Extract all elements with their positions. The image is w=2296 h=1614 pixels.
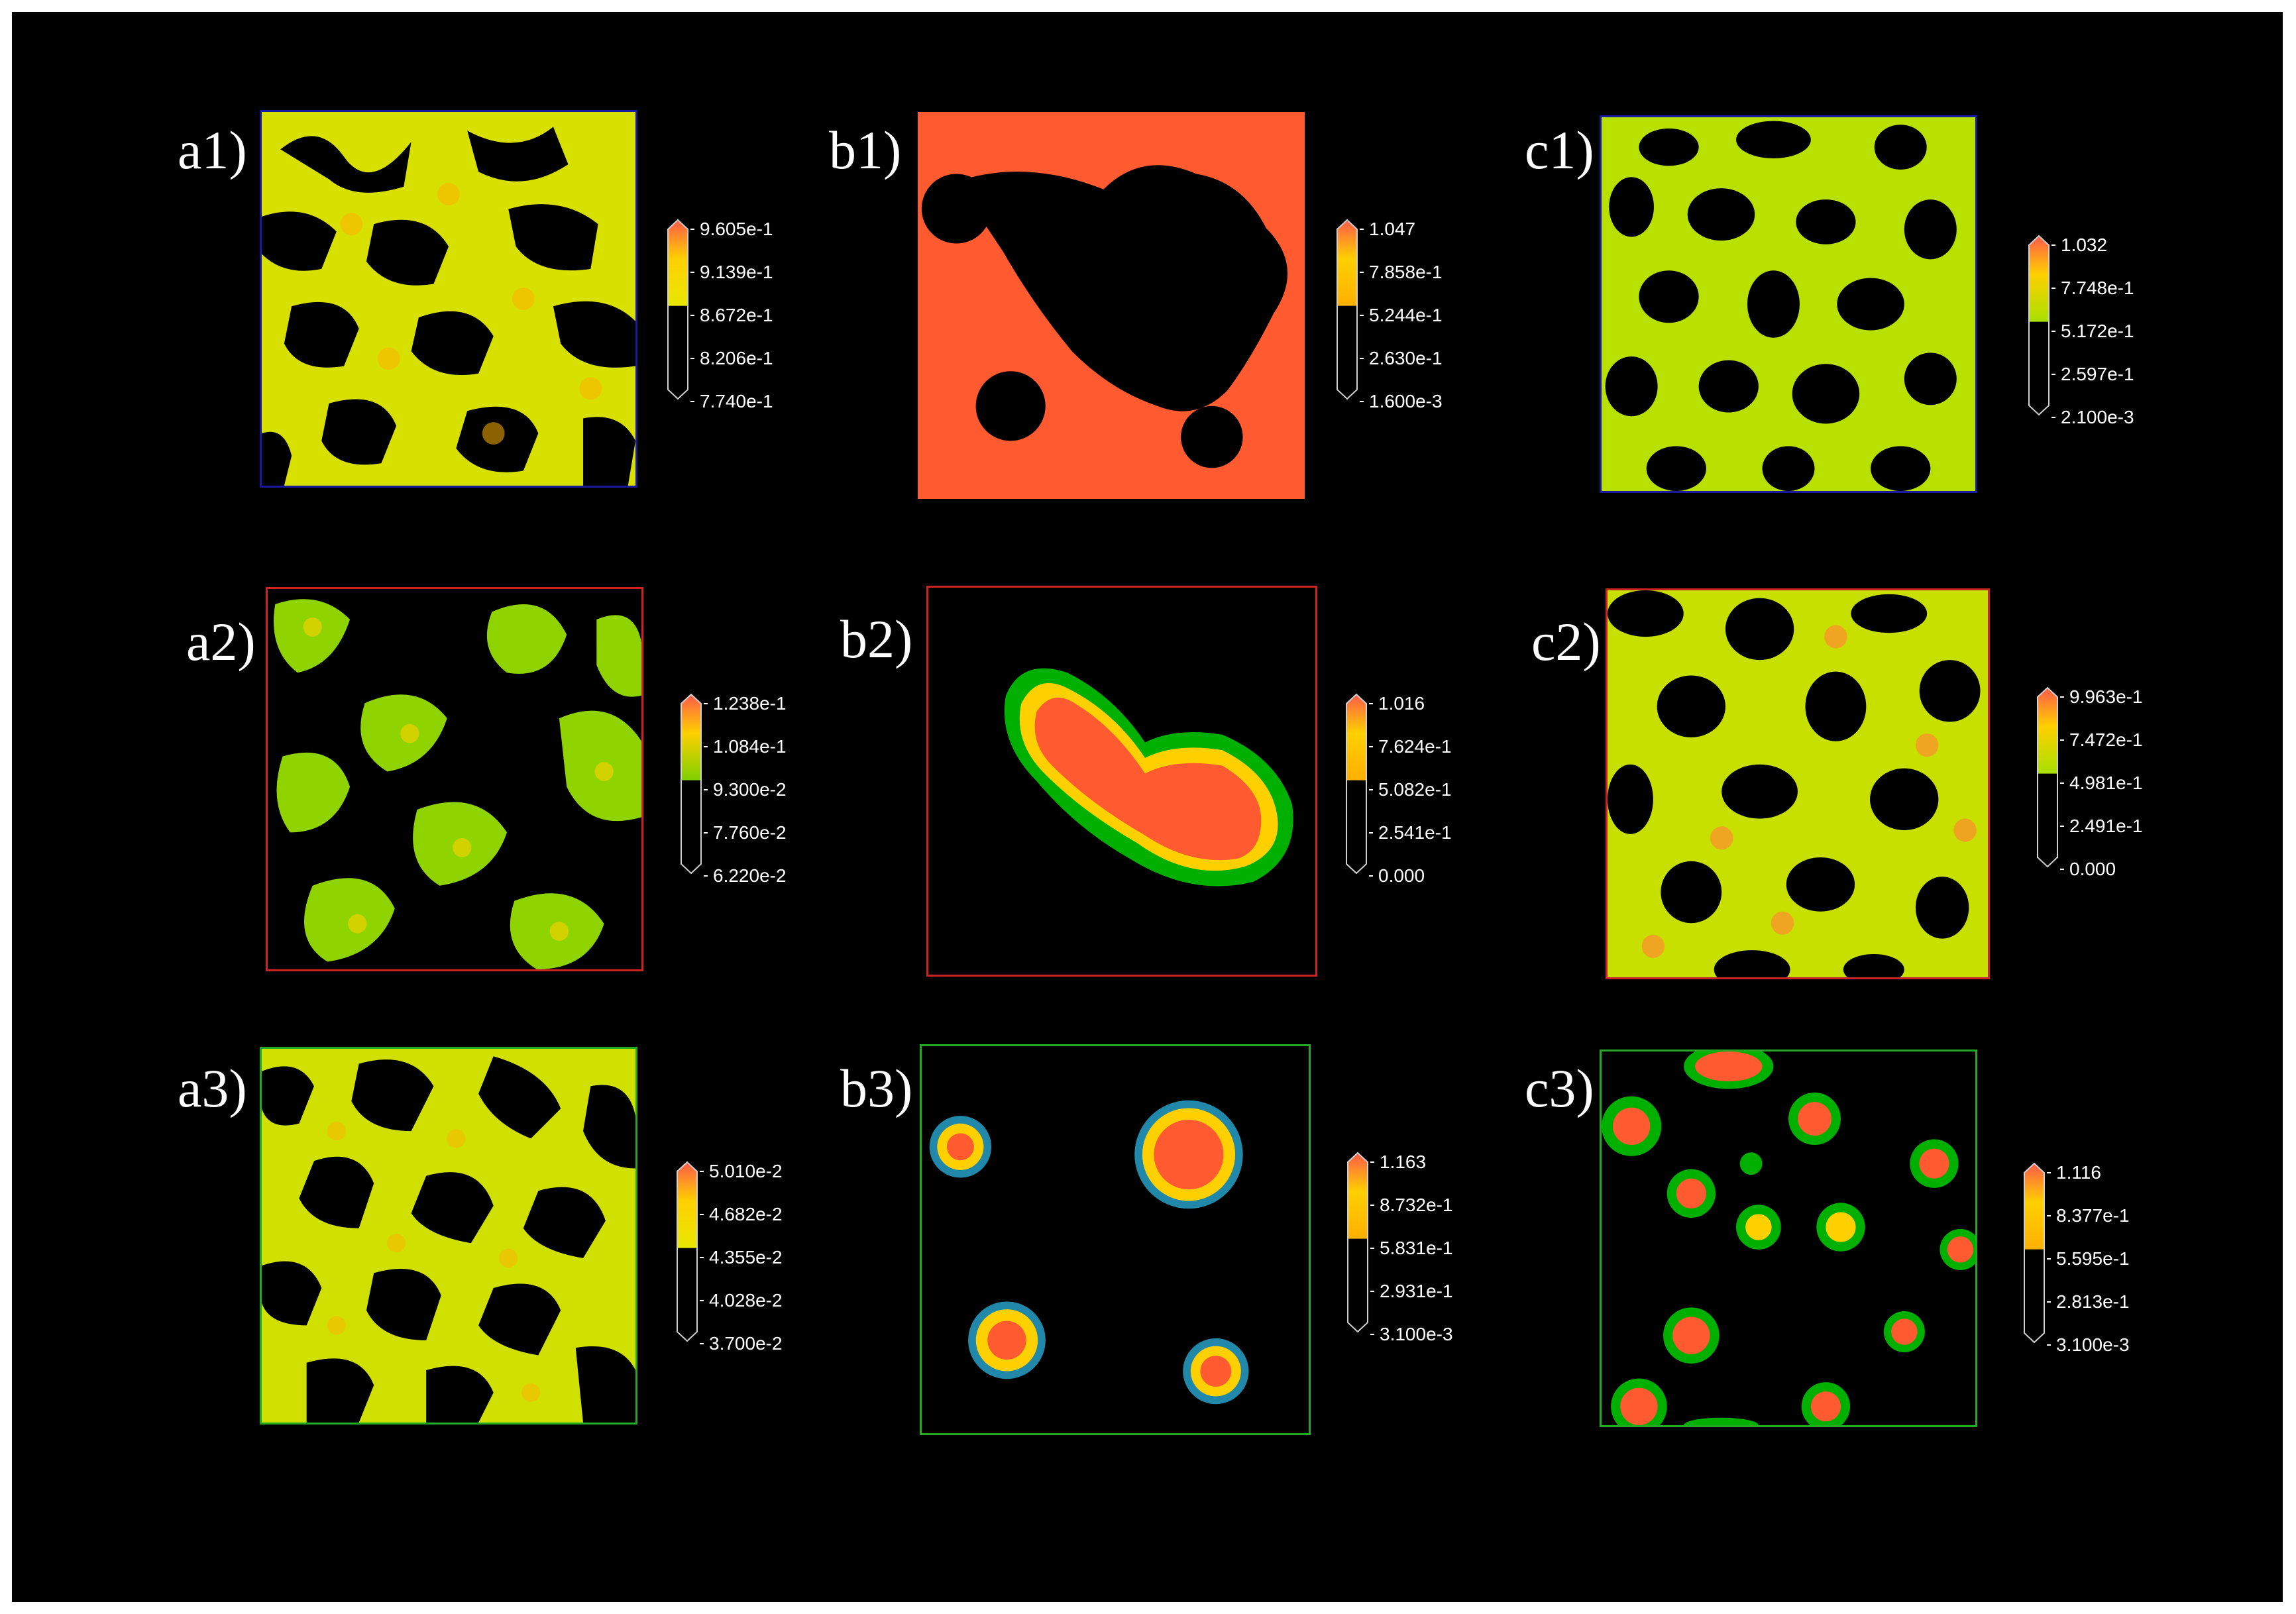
colorbar-tick-label: 4.981e-1 xyxy=(2069,773,2143,793)
panel-label-b1: b1) xyxy=(829,120,902,180)
panel-label-c3: c3) xyxy=(1525,1058,1594,1118)
colorbar-tick-label: 0.000 xyxy=(2069,859,2116,879)
colorbar-gradient-a1 xyxy=(667,219,694,402)
colorbar-tick-label: 8.206e-1 xyxy=(700,348,773,368)
colorbar-tick-label: 7.748e-1 xyxy=(2061,278,2134,298)
colorbar-tick-label: 2.541e-1 xyxy=(1378,822,1452,843)
colorbar-tick-label: 1.084e-1 xyxy=(713,736,787,757)
colorbar-tick-label: 4.028e-2 xyxy=(709,1290,783,1311)
field-plot-b1 xyxy=(916,110,1307,501)
colorbar-gradient-b1 xyxy=(1337,219,1364,402)
colorbar-tick-label: 2.813e-1 xyxy=(2056,1291,2130,1312)
colorbar-tick-label: 5.010e-2 xyxy=(709,1161,783,1181)
colorbar-tick-label: 7.624e-1 xyxy=(1378,736,1452,757)
panel-label-c1: c1) xyxy=(1525,120,1594,180)
colorbar-tick-label: 9.963e-1 xyxy=(2069,686,2143,707)
panel-label-a2: a2) xyxy=(186,612,256,672)
colorbar-tick-label: 9.605e-1 xyxy=(700,219,773,239)
colorbar-tick-label: 4.682e-2 xyxy=(709,1204,783,1224)
colorbar-tick-label: 1.116 xyxy=(2056,1162,2101,1183)
field-plot-a2 xyxy=(266,587,643,971)
colorbar-gradient-a2 xyxy=(681,693,708,877)
colorbar-tick-label: 2.597e-1 xyxy=(2061,364,2134,384)
colorbar-tick-label: 1.163 xyxy=(1380,1152,1427,1172)
field-plot-a3 xyxy=(260,1047,637,1425)
colorbar-tick-label: 5.082e-1 xyxy=(1378,779,1452,800)
panel-label-a3: a3) xyxy=(178,1058,247,1118)
field-plot-c2 xyxy=(1606,588,1990,979)
colorbar-tick-label: 2.100e-3 xyxy=(2061,407,2134,427)
colorbar-tick-label: 9.300e-2 xyxy=(713,779,787,800)
field-plot-a1 xyxy=(260,110,637,488)
colorbar-gradient-b2 xyxy=(1346,693,1373,877)
colorbar-tick-label: 3.700e-2 xyxy=(709,1333,783,1354)
panel-label-b3: b3) xyxy=(840,1058,913,1118)
field-plot-b2 xyxy=(926,586,1317,977)
colorbar-tick-label: 7.760e-2 xyxy=(713,822,787,843)
colorbar-tick-label: 5.244e-1 xyxy=(1369,305,1443,325)
colorbar-gradient-c2 xyxy=(2037,686,2064,870)
colorbar-tick-label: 2.630e-1 xyxy=(1369,348,1443,368)
colorbar-tick-label: 1.600e-3 xyxy=(1369,391,1443,411)
colorbar-tick-label: 2.491e-1 xyxy=(2069,816,2143,836)
field-plot-b3 xyxy=(920,1044,1311,1435)
colorbar-tick-label: 3.100e-3 xyxy=(1380,1324,1453,1344)
colorbar-a3: 5.010e-2 4.682e-2 4.355e-2 4.028e-2 3.700e-2 xyxy=(671,1157,823,1356)
colorbar-gradient-a3 xyxy=(677,1161,704,1344)
panel-label-b2: b2) xyxy=(840,609,913,669)
colorbar-tick-label: 7.472e-1 xyxy=(2069,729,2143,750)
colorbar-gradient-c3 xyxy=(2024,1162,2051,1346)
field-plot-c1 xyxy=(1600,115,1977,493)
colorbar-gradient-c1 xyxy=(2028,235,2055,418)
colorbar-a2: 1.238e-1 1.084e-1 9.300e-2 7.760e-2 6.220e-2 xyxy=(675,689,827,888)
colorbar-tick-label: 3.100e-3 xyxy=(2056,1334,2130,1355)
colorbar-b3: 1.163 8.732e-1 5.831e-1 2.931e-1 3.100e-3 xyxy=(1341,1148,1494,1346)
colorbar-tick-label: 9.139e-1 xyxy=(700,262,773,282)
colorbar-tick-label: 8.732e-1 xyxy=(1380,1195,1453,1215)
colorbar-tick-label: 2.931e-1 xyxy=(1380,1281,1453,1301)
colorbar-a1: 9.605e-1 9.139e-1 8.672e-1 8.206e-1 7.740e-1 xyxy=(661,215,814,413)
colorbar-c2: 9.963e-1 7.472e-1 4.981e-1 2.491e-1 0.000 xyxy=(2031,682,2183,881)
colorbar-gradient-b3 xyxy=(1347,1152,1374,1335)
colorbar-c3: 1.116 8.377e-1 5.595e-1 2.813e-1 3.100e-3 xyxy=(2018,1158,2170,1357)
colorbar-tick-label: 7.740e-1 xyxy=(700,391,773,411)
panel-label-a1: a1) xyxy=(178,120,247,180)
colorbar-tick-label: 6.220e-2 xyxy=(713,865,787,886)
colorbar-tick-label: 8.672e-1 xyxy=(700,305,773,325)
colorbar-c1: 1.032 7.748e-1 5.172e-1 2.597e-1 2.100e-3 xyxy=(2022,231,2175,429)
colorbar-b2: 1.016 7.624e-1 5.082e-1 2.541e-1 0.000 xyxy=(1340,689,1492,888)
colorbar-tick-label: 1.047 xyxy=(1369,219,1416,239)
colorbar-tick-label: 5.172e-1 xyxy=(2061,321,2134,341)
colorbar-tick-label: 5.831e-1 xyxy=(1380,1238,1453,1258)
colorbar-b1: 1.047 7.858e-1 5.244e-1 2.630e-1 1.600e-3 xyxy=(1331,215,1483,413)
panel-label-c2: c2) xyxy=(1531,612,1601,672)
figure-stage: a1) 9.605e-1 xyxy=(12,12,2283,1602)
colorbar-tick-label: 0.000 xyxy=(1378,865,1425,886)
colorbar-tick-label: 1.032 xyxy=(2061,235,2108,255)
colorbar-tick-label: 7.858e-1 xyxy=(1369,262,1443,282)
colorbar-tick-label: 1.238e-1 xyxy=(713,693,787,714)
colorbar-tick-label: 1.016 xyxy=(1378,693,1425,714)
colorbar-tick-label: 5.595e-1 xyxy=(2056,1248,2130,1269)
colorbar-tick-label: 8.377e-1 xyxy=(2056,1205,2130,1226)
field-plot-c3 xyxy=(1600,1049,1977,1427)
colorbar-tick-label: 4.355e-2 xyxy=(709,1247,783,1267)
